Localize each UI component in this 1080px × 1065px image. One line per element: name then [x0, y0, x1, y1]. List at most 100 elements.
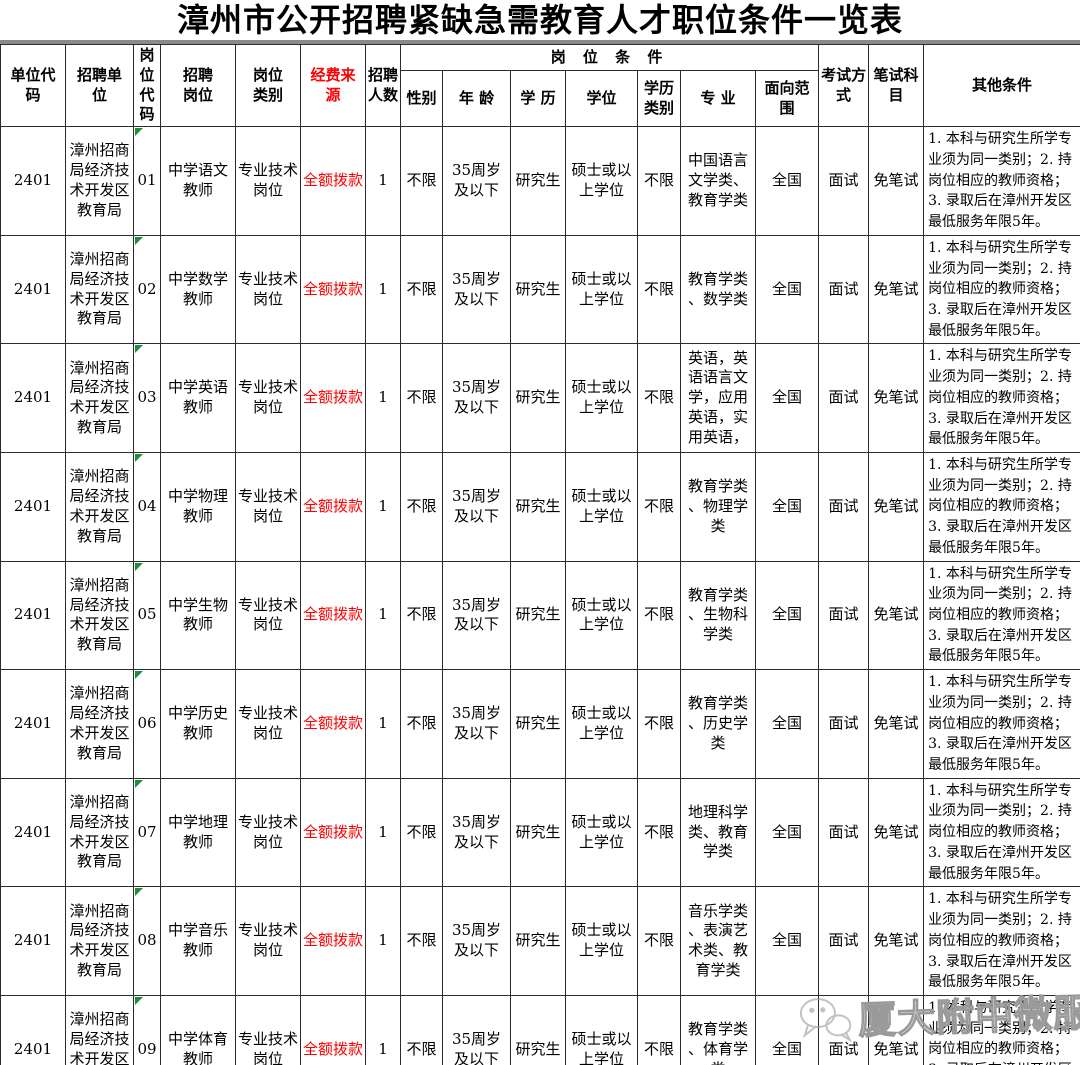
cell-major: 教育学类、体育学类: [680, 994, 756, 1065]
cell-other-conditions: 1. 本科与研究生所学专业须为同一类别；2. 持岗位相应的教师资格；3. 录取后…: [923, 777, 1080, 888]
cell-scope: 全国: [754, 343, 820, 453]
cell-other-conditions: 1. 本科与研究生所学专业须为同一类别；2. 持岗位相应的教师资格；3. 录取后…: [923, 560, 1080, 671]
cell-exam-method: 面试: [818, 994, 870, 1065]
cell-position-category: 专业技术岗位: [235, 234, 301, 345]
cell-unit-code: 2401: [0, 126, 66, 236]
cell-written-subject: 免笔试: [868, 343, 925, 453]
position-code-value: 07: [137, 822, 157, 841]
cell-education: 研究生: [510, 994, 566, 1065]
header-position-code: 岗 位 代 码: [133, 43, 161, 128]
position-code-value: 03: [137, 388, 157, 407]
cell-written-subject: 免笔试: [868, 669, 925, 779]
cell-recruiting-unit: 漳州招商局经济技术开发区教育局: [65, 669, 134, 779]
cell-recruiting-unit: 漳州招商局经济技术开发区教育局: [65, 777, 134, 888]
cell-recruiting-unit: 漳州招商局经济技术开发区教育局: [65, 451, 134, 562]
cell-gender: 不限: [400, 994, 443, 1065]
cell-education: 研究生: [510, 126, 566, 236]
cell-scope: 全国: [754, 126, 820, 236]
header-education-category: 学历 类别: [637, 70, 681, 128]
header-position-category: 岗位 类别: [235, 43, 301, 128]
cell-scope: 全国: [754, 777, 820, 888]
page-title: 漳州市公开招聘紧缺急需教育人才职位条件一览表: [176, 1, 903, 39]
header-scope: 面向范 围: [754, 70, 820, 128]
cell-funding-source: 全额拨款: [300, 234, 366, 345]
cell-other-conditions: 1. 本科与研究生所学专业须为同一类别；2. 持岗位相应的教师资格；3. 录取后…: [923, 669, 1080, 779]
cell-degree: 硕士或以上学位: [565, 234, 638, 345]
cell-exam-method: 面试: [818, 343, 870, 453]
excel-flag-triangle-icon: [135, 779, 143, 788]
table-row: 2401 漳州招商局经济技术开发区教育局 08 中学音乐教师 专业技术岗位 全额…: [0, 886, 1080, 996]
cell-education-category: 不限: [637, 669, 681, 779]
position-code-value: 06: [137, 714, 157, 733]
table-row: 2401 漳州招商局经济技术开发区教育局 06 中学历史教师 专业技术岗位 全额…: [0, 669, 1080, 779]
cell-scope: 全国: [754, 994, 820, 1065]
table-row: 2401 漳州招商局经济技术开发区教育局 07 中学地理教师 专业技术岗位 全额…: [0, 777, 1080, 888]
cell-age: 35周岁及以下: [442, 451, 511, 562]
cell-recruit-count: 1: [365, 126, 401, 236]
cell-major: 地理科学类、教育学类: [680, 777, 756, 888]
position-code-value: 04: [137, 496, 157, 515]
cell-written-subject: 免笔试: [868, 451, 925, 562]
cell-age: 35周岁及以下: [442, 777, 511, 888]
cell-age: 35周岁及以下: [442, 994, 511, 1065]
table-body: 2401 漳州招商局经济技术开发区教育局 01 中学语文教师 专业技术岗位 全额…: [0, 126, 1080, 1065]
cell-recruit-count: 1: [365, 451, 401, 562]
cell-age: 35周岁及以下: [442, 669, 511, 779]
cell-written-subject: 免笔试: [868, 234, 925, 345]
excel-flag-triangle-icon: [135, 236, 143, 245]
excel-flag-triangle-icon: [135, 888, 143, 897]
header-exam-method: 考试方 式: [818, 43, 870, 128]
cell-education: 研究生: [510, 886, 566, 996]
cell-position: 中学物理教师: [160, 451, 236, 562]
header-other-conditions: 其他条件: [923, 43, 1080, 128]
cell-position: 中学生物教师: [160, 560, 236, 671]
cell-unit-code: 2401: [0, 560, 66, 671]
cell-education-category: 不限: [637, 451, 681, 562]
cell-recruit-count: 1: [365, 886, 401, 996]
cell-position-category: 专业技术岗位: [235, 777, 301, 888]
cell-recruiting-unit: 漳州招商局经济技术开发区教育局: [65, 343, 134, 453]
cell-recruiting-unit: 漳州招商局经济技术开发区教育局: [65, 560, 134, 671]
cell-unit-code: 2401: [0, 234, 66, 345]
cell-unit-code: 2401: [0, 777, 66, 888]
cell-recruit-count: 1: [365, 343, 401, 453]
table-header: 单位代 码 招聘单 位 岗 位 代 码 招聘 岗位 岗位 类别 经费来 源 招聘…: [0, 43, 1080, 128]
cell-gender: 不限: [400, 560, 443, 671]
cell-other-conditions: 1. 本科与研究生所学专业须为同一类别；2. 持岗位相应的教师资格；3. 录取后…: [923, 994, 1080, 1065]
cell-written-subject: 免笔试: [868, 560, 925, 671]
table-row: 2401 漳州招商局经济技术开发区教育局 04 中学物理教师 专业技术岗位 全额…: [0, 451, 1080, 562]
excel-flag-triangle-icon: [135, 562, 143, 571]
cell-exam-method: 面试: [818, 234, 870, 345]
header-degree: 学位: [565, 70, 638, 128]
cell-funding-source: 全额拨款: [300, 994, 366, 1065]
cell-position-code: 04: [133, 451, 161, 562]
cell-education-category: 不限: [637, 560, 681, 671]
cell-gender: 不限: [400, 451, 443, 562]
cell-major: 教育学类、历史学类: [680, 669, 756, 779]
cell-position-code: 09: [133, 994, 161, 1065]
cell-age: 35周岁及以下: [442, 560, 511, 671]
excel-flag-triangle-icon: [135, 128, 143, 137]
cell-scope: 全国: [754, 669, 820, 779]
cell-education: 研究生: [510, 777, 566, 888]
cell-age: 35周岁及以下: [442, 234, 511, 345]
cell-degree: 硕士或以上学位: [565, 994, 638, 1065]
cell-gender: 不限: [400, 126, 443, 236]
cell-position: 中学英语教师: [160, 343, 236, 453]
header-gender: 性别: [400, 70, 443, 128]
header-written-subject: 笔试科 目: [868, 43, 925, 128]
cell-exam-method: 面试: [818, 126, 870, 236]
cell-position-code: 02: [133, 234, 161, 345]
position-code-value: 02: [137, 279, 157, 298]
cell-position-code: 03: [133, 343, 161, 453]
position-code-value: 08: [137, 931, 157, 950]
cell-funding-source: 全额拨款: [300, 886, 366, 996]
cell-position: 中学语文教师: [160, 126, 236, 236]
cell-unit-code: 2401: [0, 343, 66, 453]
cell-degree: 硕士或以上学位: [565, 886, 638, 996]
cell-recruiting-unit: 漳州招商局经济技术开发区教育局: [65, 126, 134, 236]
cell-major: 中国语言文学类、教育学类: [680, 126, 756, 236]
position-code-value: 09: [137, 1039, 157, 1058]
cell-degree: 硕士或以上学位: [565, 560, 638, 671]
table-row: 2401 漳州招商局经济技术开发区教育局 01 中学语文教师 专业技术岗位 全额…: [0, 126, 1080, 236]
